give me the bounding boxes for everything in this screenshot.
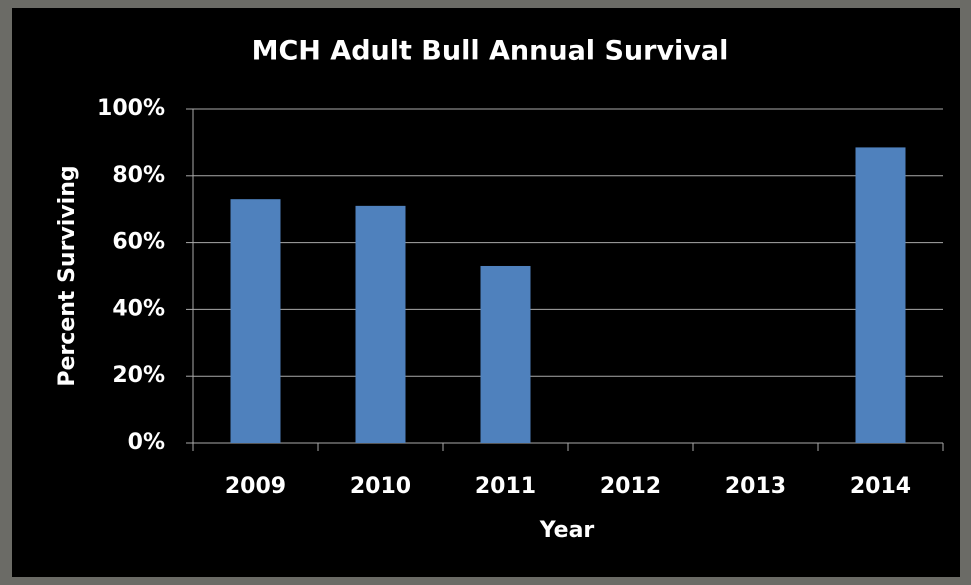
chart-title: MCH Adult Bull Annual Survival [252,36,729,67]
x-tick-label: 2012 [600,474,661,499]
y-tick-label: 80% [112,163,165,188]
y-tick-label: 100% [97,96,165,121]
y-tick-label: 40% [112,296,165,321]
x-tick-label: 2011 [475,474,536,499]
x-tick-label: 2013 [725,474,786,499]
x-tick-label: 2009 [225,474,286,499]
x-tick-label: 2010 [350,474,411,499]
bar [355,205,406,443]
bar [855,147,906,443]
y-tick-label: 60% [112,230,165,255]
y-tick-label: 20% [112,363,165,388]
x-tick-label: 2014 [850,474,911,499]
bar [230,199,281,443]
x-axis-title: Year [539,518,595,543]
y-axis-title: Percent Surviving [55,165,80,386]
bar [480,265,531,443]
y-tick-label: 0% [128,430,165,455]
